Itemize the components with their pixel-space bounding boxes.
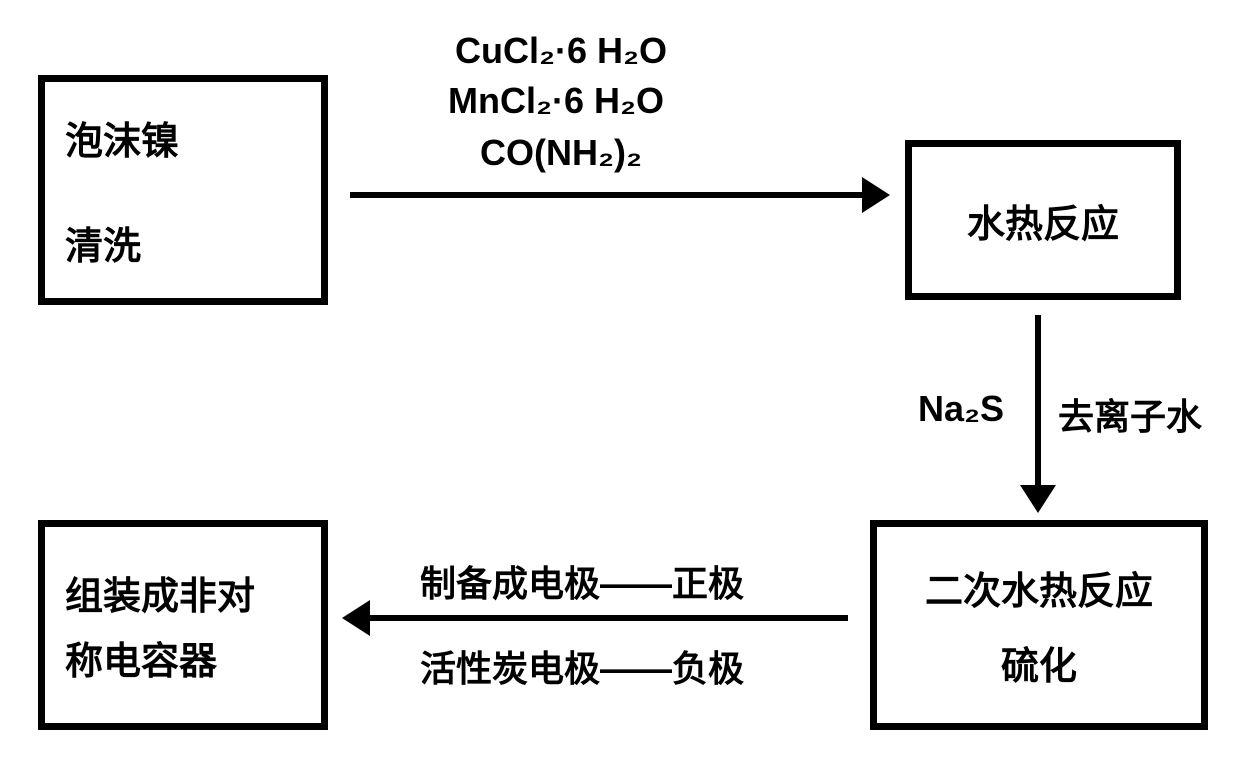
node4-line1: 组装成非对	[65, 565, 255, 620]
node2-line1: 水热反应	[967, 193, 1119, 248]
arrow-2-line	[1035, 315, 1041, 485]
arrow-1-head	[862, 177, 890, 213]
arrow-2-head	[1020, 485, 1056, 513]
arrow-1-label-l2: MnCl₂·6 H₂O	[448, 80, 664, 122]
node3-line2: 硫化	[1001, 635, 1077, 690]
arrow-2-label-left: Na₂S	[918, 388, 1004, 430]
node1-line1: 泡沫镍	[65, 110, 179, 165]
arrow-1-label-l3: CO(NH₂)₂	[480, 132, 642, 174]
node3-line1: 二次水热反应	[925, 560, 1153, 615]
node4-line2: 称电容器	[65, 630, 217, 685]
arrow-3-label-bottom: 活性炭电极——负极	[420, 640, 744, 692]
node1-line2: 清洗	[65, 215, 141, 270]
node-hydrothermal: 水热反应	[905, 140, 1181, 300]
arrow-3-label-top: 制备成电极——正极	[420, 555, 744, 607]
arrow-3-head	[342, 600, 370, 636]
arrow-3-line	[370, 615, 848, 621]
arrow-2-label-right: 去离子水	[1058, 388, 1202, 440]
node-assemble-capacitor: 组装成非对 称电容器	[38, 520, 328, 730]
node-second-hydrothermal: 二次水热反应 硫化	[870, 520, 1208, 730]
arrow-1-label-l1: CuCl₂·6 H₂O	[455, 30, 667, 72]
arrow-1-line	[350, 192, 862, 198]
node-foam-nickel: 泡沫镍 清洗	[38, 75, 328, 305]
